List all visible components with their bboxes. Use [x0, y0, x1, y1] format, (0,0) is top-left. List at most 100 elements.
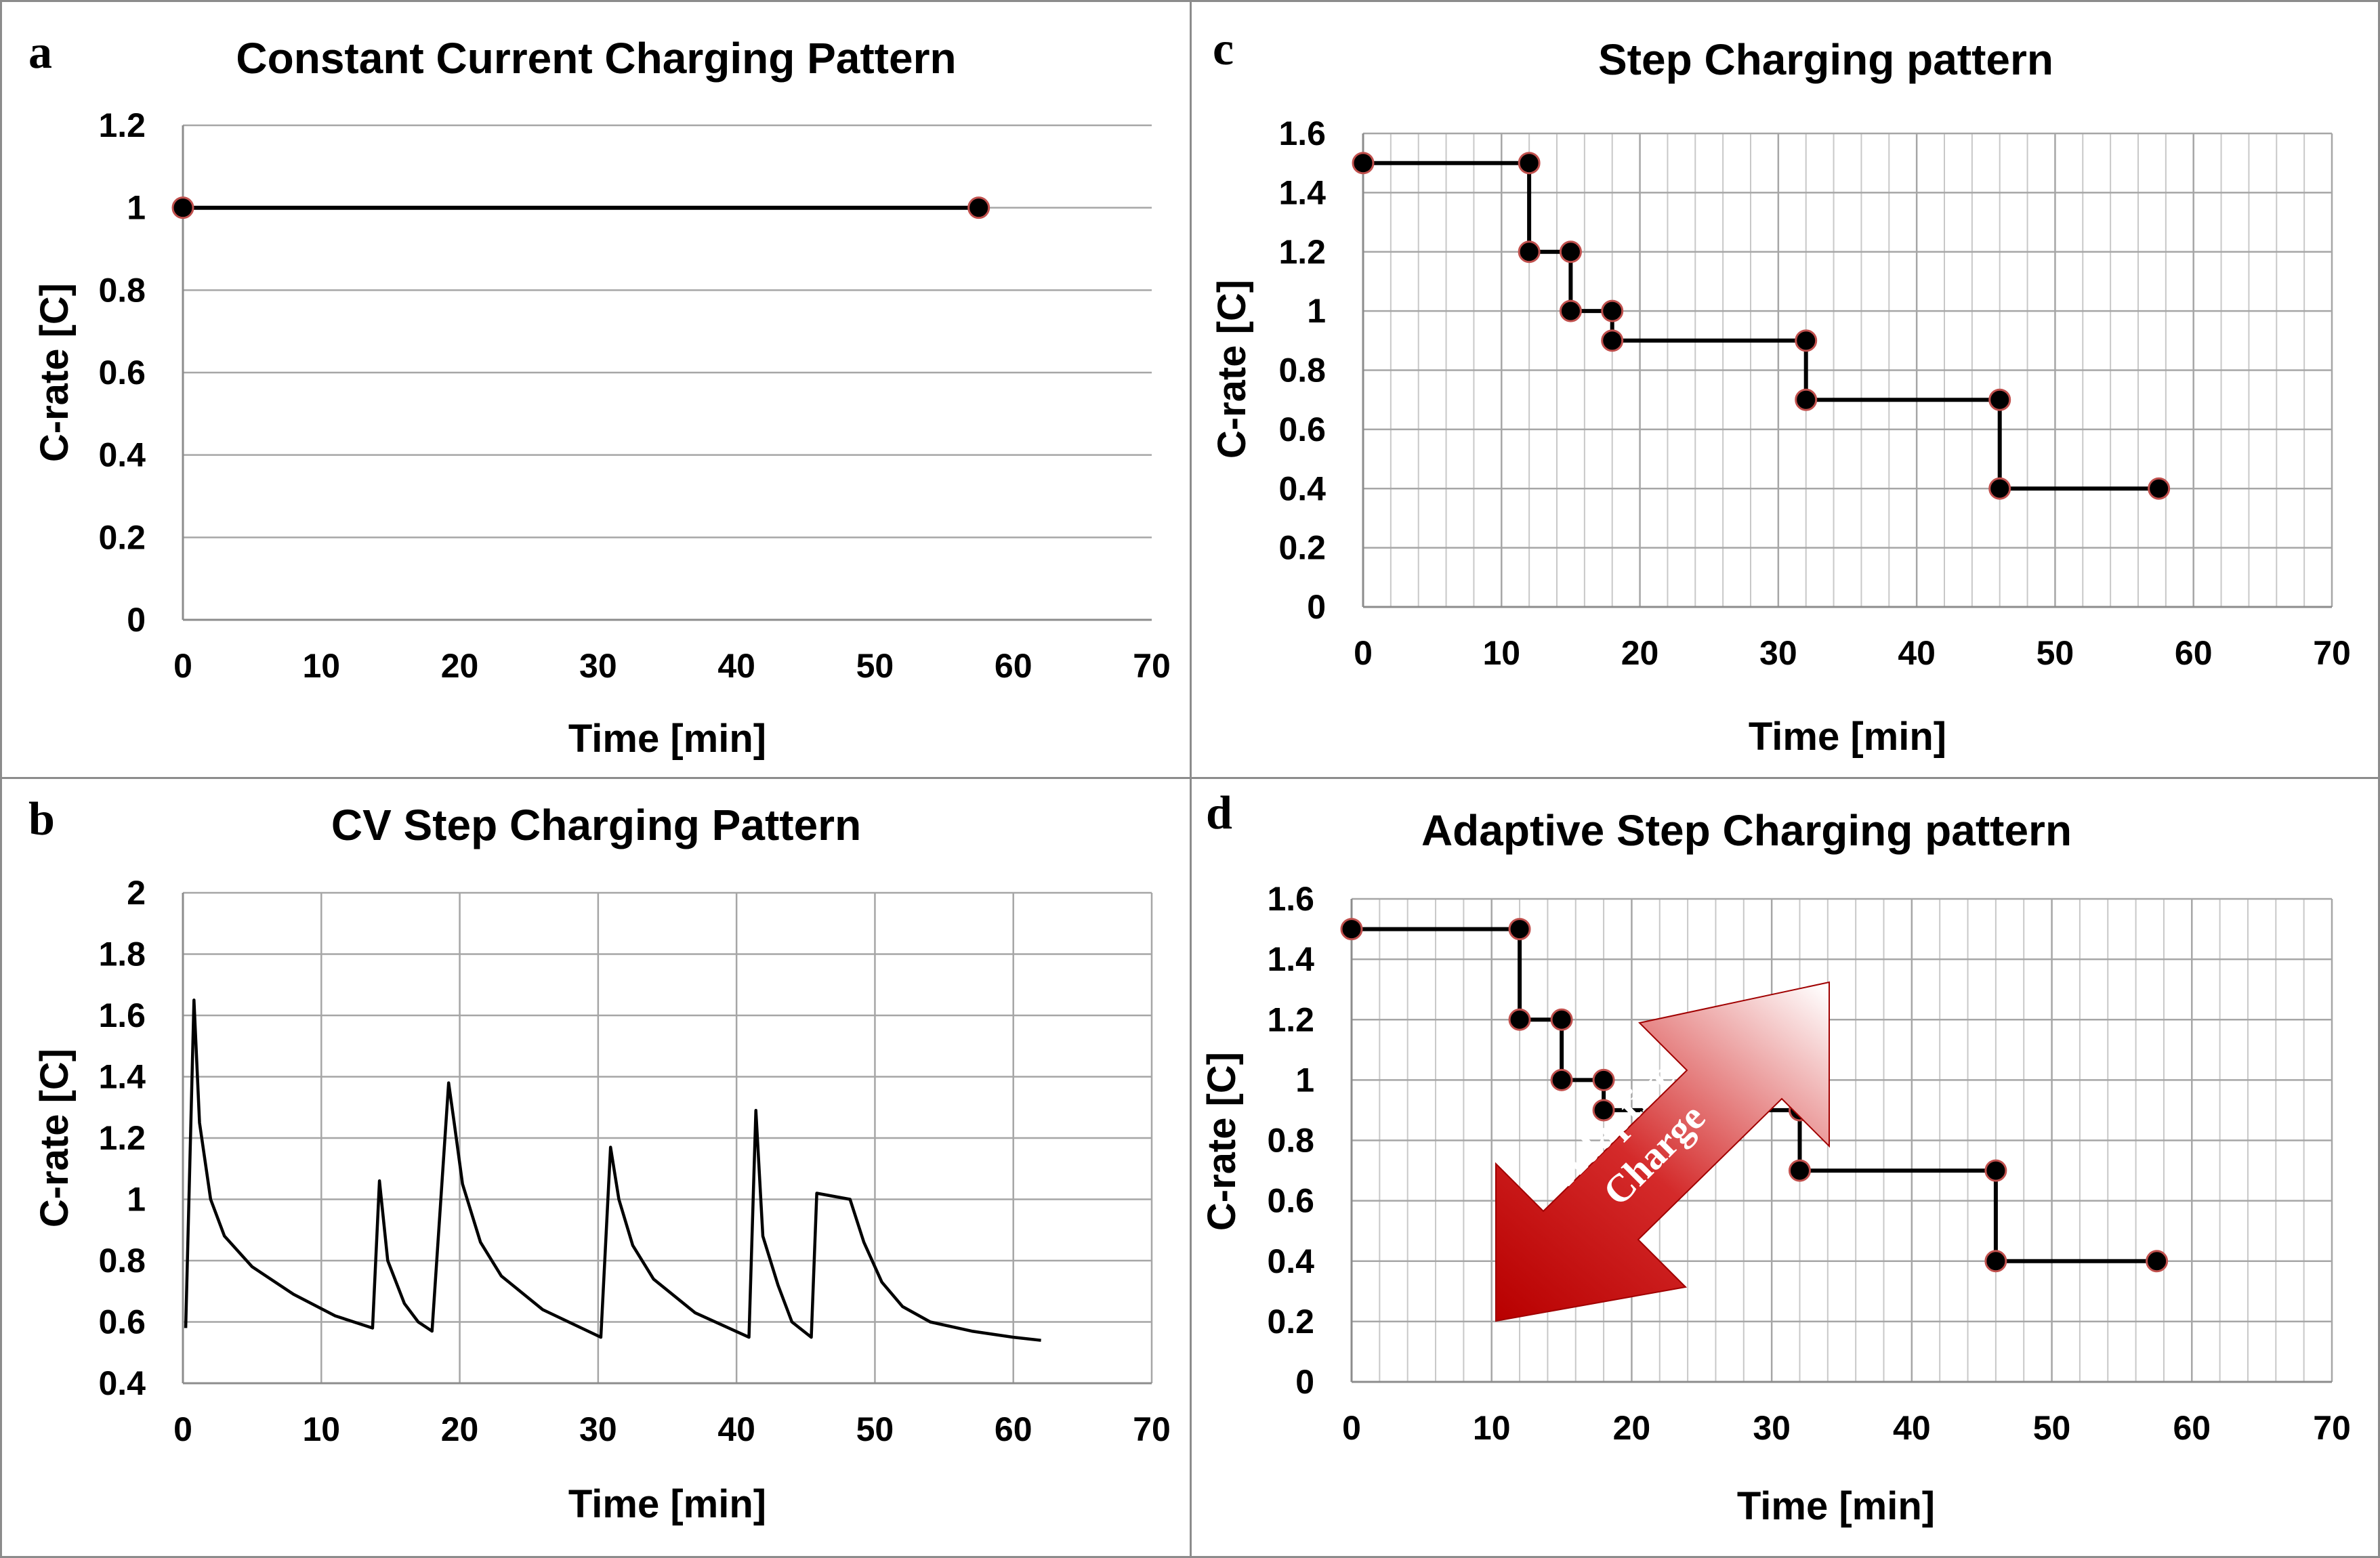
x-tick-label: 70 [1133, 647, 1171, 685]
data-point [1508, 918, 1531, 941]
data-point [1795, 329, 1818, 352]
y-tick-label: 0.8 [1278, 352, 1326, 390]
x-tick-label: 60 [2175, 634, 2213, 672]
x-tick-label: 50 [2033, 1409, 2071, 1447]
x-tick-label: 10 [1473, 1409, 1511, 1447]
x-tick-label: 70 [2313, 1409, 2351, 1447]
panel-d-border [1190, 777, 2380, 1558]
x-tick-label: 40 [1893, 1409, 1931, 1447]
data-point [1601, 329, 1624, 352]
x-tick-label: 30 [579, 1410, 617, 1448]
y-tick-label: 1.4 [98, 1058, 146, 1096]
x-tick-label: 10 [302, 647, 340, 685]
y-tick-label: 0.6 [98, 1303, 146, 1341]
data-point [1352, 152, 1375, 175]
y-tick-label: 0 [1307, 588, 1326, 626]
y-tick-label: 0.4 [1267, 1242, 1314, 1280]
y-axis-label: C-rate [C] [33, 283, 77, 462]
data-point [1550, 1068, 1573, 1091]
x-tick-label: 0 [173, 647, 192, 685]
x-axis-label: Time [min] [568, 1482, 766, 1526]
x-tick-label: 70 [1133, 1410, 1171, 1448]
data-point [171, 196, 194, 219]
y-tick-label: 0.6 [1267, 1182, 1314, 1220]
data-point [1984, 1159, 2007, 1182]
data-point [1550, 1008, 1573, 1031]
panel-letter: c [1213, 23, 1234, 75]
x-tick-label: 30 [579, 647, 617, 685]
x-tick-label: 50 [856, 1410, 894, 1448]
x-tick-label: 20 [441, 1410, 479, 1448]
x-tick-label: 10 [1482, 634, 1520, 672]
y-tick-label: 1.2 [98, 106, 146, 144]
x-tick-label: 40 [717, 647, 755, 685]
x-tick-label: 20 [1613, 1409, 1651, 1447]
y-tick-label: 1.6 [1267, 880, 1314, 918]
y-tick-label: 0.2 [1278, 529, 1326, 567]
x-tick-label: 40 [717, 1410, 755, 1448]
x-tick-label: 60 [2173, 1409, 2211, 1447]
x-axis-label: Time [min] [1737, 1484, 1935, 1528]
series-line [184, 998, 1041, 1342]
panel-letter: b [28, 793, 55, 845]
y-tick-label: 0.6 [1278, 410, 1326, 448]
chart-title: CV Step Charging Pattern [331, 801, 861, 849]
y-tick-label: 1.6 [98, 996, 146, 1034]
x-axis-label: Time [min] [1749, 715, 1946, 759]
x-tick-label: 50 [856, 647, 894, 685]
y-axis-label: C-rate [C] [33, 1049, 77, 1227]
y-tick-label: 0.8 [1267, 1122, 1314, 1160]
chart-title: Adaptive Step Charging pattern [1421, 806, 2072, 855]
y-tick-label: 0.2 [98, 518, 146, 556]
y-tick-label: 0.2 [1267, 1303, 1314, 1341]
series-line [1363, 161, 2159, 491]
double-arrow-icon [1495, 981, 1830, 1322]
x-tick-label: 60 [995, 1410, 1032, 1448]
x-tick-label: 40 [1898, 634, 1936, 672]
data-point [1788, 1159, 1811, 1182]
data-point [967, 196, 990, 219]
panel-letter: a [28, 26, 52, 79]
y-tick-label: 1.2 [1267, 1001, 1314, 1038]
data-point [1340, 918, 1363, 941]
y-tick-label: 0.8 [98, 271, 146, 309]
chart-title: Step Charging pattern [1598, 35, 2053, 84]
data-point [2148, 477, 2171, 500]
x-tick-label: 20 [1621, 634, 1659, 672]
x-tick-label: 30 [1759, 634, 1797, 672]
data-point [1592, 1068, 1615, 1091]
x-tick-label: 30 [1753, 1409, 1791, 1447]
y-tick-label: 0 [1295, 1363, 1314, 1401]
data-point [1559, 299, 1582, 322]
x-tick-label: 60 [995, 647, 1032, 685]
x-tick-label: 50 [2037, 634, 2074, 672]
y-tick-label: 1.2 [1278, 233, 1326, 271]
y-tick-label: 1 [127, 189, 146, 227]
x-tick-label: 0 [1354, 634, 1373, 672]
data-point [2146, 1250, 2169, 1273]
data-point [1518, 240, 1541, 264]
y-tick-label: 1.4 [1278, 173, 1326, 211]
x-tick-label: 0 [173, 1410, 192, 1448]
data-point [1988, 477, 2011, 500]
x-tick-label: 0 [1342, 1409, 1361, 1447]
y-tick-label: 1 [127, 1181, 146, 1219]
x-tick-label: 10 [302, 1410, 340, 1448]
y-tick-label: 0.4 [1278, 469, 1326, 507]
y-tick-label: 2 [127, 874, 146, 912]
y-tick-label: 0 [127, 601, 146, 639]
chart-panel-a: 0 0.2 0.4 0.6 0.8 1 1.2 0 10 20 30 40 50 60 70 a Constan… [28, 26, 1171, 761]
y-tick-label: 1 [1295, 1061, 1314, 1099]
data-point [1592, 1099, 1615, 1122]
chart-panel-b: 0.40.60.811.21.41.61.820 10 20 30 40 50 60 70b C… [28, 793, 1171, 1526]
data-point [1601, 299, 1624, 322]
x-tick-label: 70 [2313, 634, 2351, 672]
y-tick-label: 1.4 [1267, 940, 1314, 978]
data-point [1559, 240, 1582, 264]
panel-letter: d [1206, 787, 1232, 839]
data-point [1988, 388, 2011, 411]
chart-panel-d: 0 0.2 0.4 0.6 0.8 1 1.2 1.4 1.6 0 10 20 30 40 50 60 70 d A… [1200, 787, 2351, 1528]
